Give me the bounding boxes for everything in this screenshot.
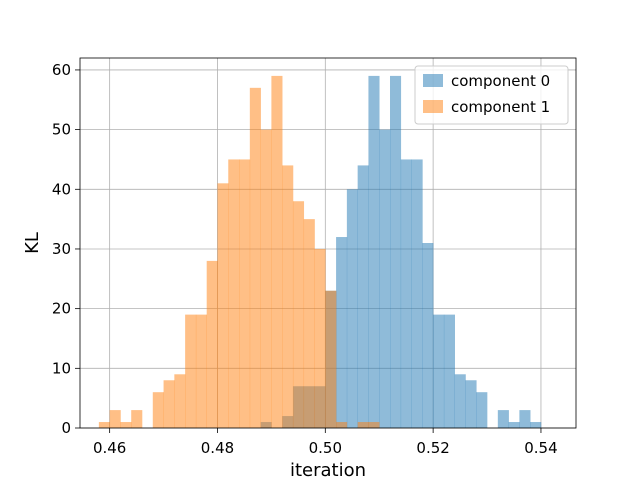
y-tick-label: 30	[52, 240, 71, 258]
histogram-bar-series-1	[185, 314, 197, 428]
histogram-bar-series-1	[271, 75, 283, 428]
y-tick-label: 20	[52, 300, 71, 318]
histogram-bar-series-0	[411, 159, 423, 429]
histogram-bar-series-1	[98, 422, 110, 428]
x-tick-label: 0.50	[309, 439, 342, 457]
histogram-bar-series-1	[206, 260, 218, 428]
histogram-bar-series-0	[454, 374, 466, 428]
histogram-bar-series-0	[433, 314, 445, 428]
x-axis-label: iteration	[290, 460, 366, 480]
legend-label: component 1	[451, 98, 550, 116]
histogram-bar-series-1	[336, 422, 348, 428]
histogram-bar-series-0	[379, 129, 391, 428]
histogram-bar-series-0	[497, 410, 509, 428]
histogram-bar-series-0	[519, 410, 531, 428]
x-tick-label: 0.46	[93, 439, 126, 457]
histogram-bar-series-1	[217, 183, 229, 428]
histogram-bar-series-1	[260, 129, 272, 428]
histogram-bar-series-0	[422, 243, 434, 428]
histogram-bar-series-1	[325, 290, 337, 428]
y-axis-label: KL	[22, 232, 43, 254]
histogram-bar-series-1	[368, 422, 380, 428]
histogram-bar-series-1	[249, 87, 261, 428]
histogram-bars	[98, 75, 542, 429]
x-tick-label: 0.48	[201, 439, 234, 457]
histogram-bar-series-1	[314, 248, 326, 428]
histogram-bar-series-1	[109, 410, 121, 428]
histogram-bar-series-0	[530, 422, 542, 428]
histogram-bar-series-0	[400, 159, 412, 429]
y-tick-label: 50	[52, 121, 71, 139]
histogram-bar-series-1	[120, 422, 132, 428]
histogram-bar-series-1	[357, 422, 369, 428]
legend-box	[414, 65, 569, 125]
histogram-bar-series-1	[152, 392, 164, 428]
legend-swatch	[423, 74, 443, 87]
x-axis: 0.46 0.48 0.50 0.52 0.54	[93, 428, 558, 457]
histogram-bar-series-0	[476, 392, 488, 428]
histogram-bar-series-0	[443, 314, 455, 428]
histogram-bar-series-0	[465, 380, 477, 428]
histogram-bar-series-1	[174, 374, 186, 428]
legend-label: component 0	[451, 72, 550, 90]
legend-swatch	[423, 100, 443, 113]
histogram-bar-series-0	[390, 75, 402, 428]
histogram-bar-series-1	[131, 410, 143, 428]
histogram-bar-series-0	[368, 75, 380, 428]
y-tick-label: 0	[61, 419, 71, 437]
y-tick-label: 60	[52, 61, 71, 79]
y-tick-label: 40	[52, 180, 71, 198]
histogram-bar-series-1	[163, 380, 175, 428]
y-tick-label: 10	[52, 359, 71, 377]
histogram-bar-series-1	[228, 159, 240, 429]
histogram-bar-series-1	[303, 219, 315, 428]
histogram-bar-series-0	[357, 165, 369, 428]
y-axis: 0 10 20 30 40 50 60	[52, 61, 80, 437]
histogram-bar-series-1	[292, 201, 305, 428]
histogram-bar-series-0	[336, 237, 348, 428]
legend: component 0 component 1	[414, 65, 569, 125]
histogram-bar-series-1	[282, 165, 294, 428]
x-tick-label: 0.54	[524, 439, 557, 457]
plot-frame	[79, 57, 577, 429]
histogram-bar-series-1	[239, 159, 251, 429]
x-tick-label: 0.52	[416, 439, 449, 457]
histogram-bar-series-0	[508, 422, 520, 428]
histogram-bar-series-1	[195, 314, 207, 428]
histogram-bar-series-0	[346, 189, 358, 428]
